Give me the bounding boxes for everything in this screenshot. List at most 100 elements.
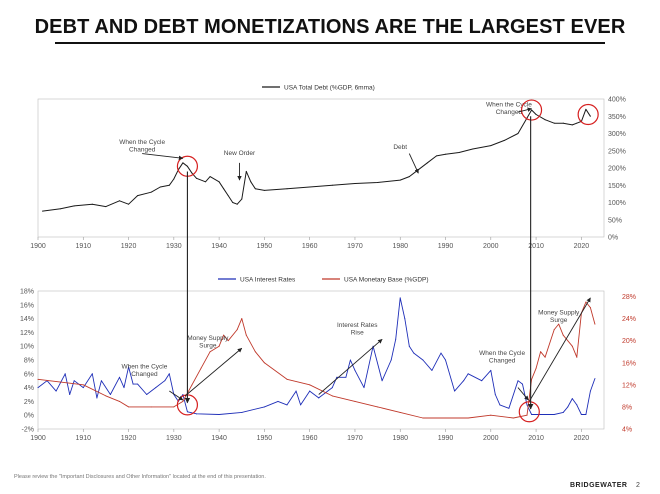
data-point — [254, 351, 256, 353]
annotation-text: Changed — [129, 146, 156, 153]
data-point — [137, 195, 139, 197]
data-point — [589, 307, 591, 309]
data-point — [105, 395, 107, 397]
x-tick-label: 2000 — [483, 243, 499, 250]
y2-tick-label: 8% — [622, 404, 632, 411]
data-point — [191, 172, 193, 174]
data-point — [336, 376, 338, 378]
data-point — [236, 203, 238, 205]
data-point — [300, 404, 302, 406]
data-point — [69, 394, 71, 395]
data-point — [562, 334, 564, 336]
annotation-text: Debt — [393, 144, 407, 151]
data-point — [241, 411, 243, 413]
y-tick-label: 50% — [608, 217, 622, 224]
y2-tick-label: 12% — [622, 382, 636, 389]
y-tick-label: 200% — [608, 166, 626, 173]
data-point — [37, 387, 39, 389]
data-point — [146, 394, 148, 395]
data-point — [119, 376, 121, 378]
data-point — [544, 119, 546, 121]
data-point — [531, 378, 533, 380]
annotation-arrow — [408, 153, 419, 174]
data-point — [60, 208, 62, 210]
data-point — [82, 387, 84, 389]
data-point — [191, 384, 193, 386]
data-point — [150, 406, 152, 408]
data-point — [576, 122, 578, 124]
y-tick-label: 150% — [608, 183, 626, 190]
data-point — [589, 390, 591, 392]
debt-chart: 1900 1910 1920 1930 1940 1950 1960 1970 1980 1990… — [30, 84, 626, 250]
annotation-text: Rise — [351, 329, 364, 336]
y2-tick-label: 4% — [622, 427, 632, 434]
data-point — [286, 188, 288, 190]
data-point — [354, 369, 356, 371]
data-point — [109, 394, 111, 395]
data-point — [150, 191, 152, 193]
y-tick-label: 350% — [608, 114, 626, 121]
data-point — [580, 414, 582, 416]
x-tick-label: 1920 — [121, 243, 137, 250]
x-tick-label: 1960 — [302, 435, 318, 442]
data-point — [585, 301, 587, 303]
x-tick-label: 2020 — [574, 435, 590, 442]
x-tick-label: 1930 — [166, 243, 182, 250]
x-tick-label: 1980 — [392, 243, 408, 250]
data-point — [123, 387, 125, 389]
data-point — [331, 184, 333, 186]
data-point — [331, 387, 333, 389]
data-point — [245, 334, 247, 336]
data-point — [309, 186, 311, 188]
data-point — [440, 352, 442, 354]
data-point — [105, 206, 107, 208]
data-point — [205, 181, 207, 183]
data-point — [182, 162, 184, 164]
data-point — [168, 184, 170, 186]
data-point — [594, 378, 596, 380]
data-point — [567, 406, 569, 408]
data-point — [517, 380, 519, 382]
annotation-text: When the Cycle — [119, 139, 165, 146]
data-point — [490, 369, 492, 371]
data-point — [64, 373, 66, 375]
annotation-arrow — [169, 390, 184, 401]
data-point — [182, 400, 184, 402]
data-point — [263, 189, 265, 191]
x-tick-label: 1940 — [211, 243, 227, 250]
y-tick-label: 18% — [20, 289, 34, 296]
annotation-text: New Order — [224, 150, 256, 157]
data-point — [232, 202, 234, 203]
data-point — [399, 179, 401, 181]
data-point — [399, 411, 401, 413]
data-point — [128, 406, 130, 408]
data-point — [540, 351, 542, 353]
data-point — [454, 390, 456, 392]
y-tick-label: 4% — [24, 385, 34, 392]
data-point — [481, 380, 483, 382]
data-point — [589, 115, 591, 117]
annotation-arrow — [517, 107, 532, 113]
y-tick-label: 16% — [20, 302, 34, 309]
data-point — [91, 373, 93, 375]
data-point — [195, 177, 197, 179]
data-point — [544, 356, 546, 358]
highlight-circle — [577, 103, 599, 126]
data-point — [404, 318, 406, 320]
data-point — [381, 380, 383, 382]
x-tick-label: 2010 — [528, 243, 544, 250]
data-point — [128, 366, 130, 368]
x-tick-label: 2010 — [528, 435, 544, 442]
data-point — [349, 359, 351, 361]
data-point — [508, 407, 510, 409]
data-point — [82, 384, 84, 386]
series-line-total-debt — [42, 108, 591, 212]
data-point — [526, 414, 528, 416]
data-point — [173, 178, 175, 180]
data-point — [218, 414, 220, 416]
data-point — [227, 195, 229, 197]
data-point — [445, 153, 447, 155]
annotation-text: When the Cycle — [479, 350, 525, 357]
disclosure-note: Please review the "Important Disclosures… — [14, 474, 266, 480]
data-point — [494, 394, 496, 395]
